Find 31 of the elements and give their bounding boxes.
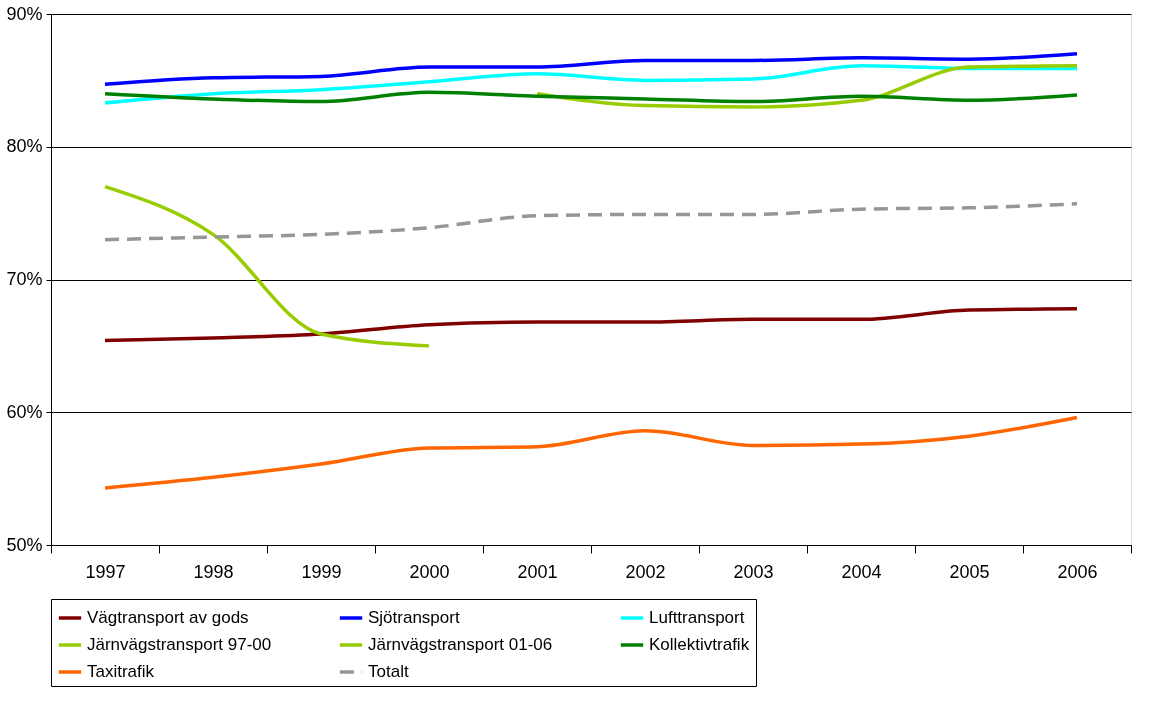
- y-tick-label: 90%: [6, 3, 43, 24]
- y-tick-label: 70%: [6, 269, 43, 289]
- line-series: [103, 64, 1079, 105]
- line-series: [103, 52, 1079, 87]
- x-tick-label: 2002: [625, 561, 666, 582]
- line-series: [103, 90, 1079, 104]
- line-series: [535, 64, 1079, 109]
- x-tick-label: 1999: [301, 561, 342, 582]
- x-tick-label: 2006: [1057, 561, 1098, 582]
- y-tick-label: 60%: [6, 401, 43, 422]
- line-series: [103, 184, 431, 348]
- legend-label: Kollektivtrafik: [649, 635, 750, 654]
- y-tick-label: 80%: [6, 136, 43, 157]
- x-tick-label: 2004: [841, 561, 882, 582]
- x-tick-label: 1997: [85, 561, 126, 582]
- legend-label: Totalt: [368, 662, 409, 681]
- legend-label: Sjötransport: [368, 608, 460, 627]
- line-series: [103, 202, 1079, 242]
- x-tick-label: 2003: [733, 561, 774, 582]
- line-series: [103, 415, 1079, 490]
- legend-label: Järnvägstransport 01-06: [368, 635, 553, 654]
- line-series: [103, 306, 1079, 343]
- legend-label: Vägtransport av gods: [87, 608, 249, 627]
- x-tick-label: 2000: [409, 561, 450, 582]
- legend-label: Lufttransport: [649, 608, 745, 627]
- x-tick-label: 1998: [193, 561, 234, 582]
- y-tick-label: 50%: [6, 534, 43, 555]
- x-tick-label: 2005: [949, 561, 990, 582]
- legend-label: Järnvägstransport 97-00: [87, 635, 272, 654]
- legend-label: Taxitrafik: [87, 662, 155, 681]
- x-tick-label: 2001: [517, 561, 558, 582]
